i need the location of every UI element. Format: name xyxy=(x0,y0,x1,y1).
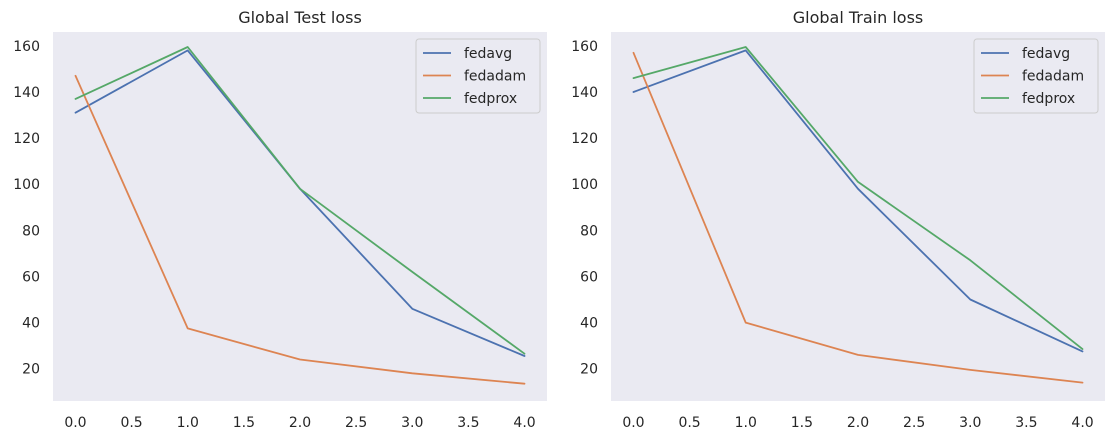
x-tick-label: 3.5 xyxy=(457,415,479,431)
y-tick-label: 160 xyxy=(571,39,598,55)
x-tick-label: 4.0 xyxy=(1071,415,1093,431)
x-tick-label: 2.0 xyxy=(847,415,869,431)
y-tick-label: 40 xyxy=(22,316,40,332)
series-line-fedadam xyxy=(632,51,1084,384)
chart-title: Global Test loss xyxy=(238,8,362,27)
series-line-fedadam xyxy=(74,74,526,385)
series-line-fedavg xyxy=(632,49,1084,353)
x-tick-label: 4.0 xyxy=(513,415,535,431)
y-tick-label: 160 xyxy=(13,39,40,55)
x-tick-label: 1.0 xyxy=(735,415,757,431)
chart-panel-1: Global Train loss 0.0 0.5 1.0 1.5 2.0 2.5 3.0 3.… xyxy=(571,8,1105,431)
x-tick-label: 2.5 xyxy=(903,415,925,431)
y-tick-label: 20 xyxy=(580,362,598,378)
legend-label-fedprox: fedprox xyxy=(464,91,517,107)
x-tick-label: 2.5 xyxy=(345,415,367,431)
y-tick-label: 120 xyxy=(13,131,40,147)
x-tick-label: 0.0 xyxy=(64,415,86,431)
x-tick-label: 1.0 xyxy=(177,415,199,431)
y-tick-label: 120 xyxy=(571,131,598,147)
y-tick-label: 80 xyxy=(22,223,40,239)
x-tick-label: 1.5 xyxy=(233,415,255,431)
x-tick-label: 3.0 xyxy=(401,415,423,431)
legend-label-fedprox: fedprox xyxy=(1022,91,1075,107)
legend-box xyxy=(415,38,541,114)
legend: fedavg fedadam fedprox xyxy=(973,38,1099,114)
x-tick-label: 3.5 xyxy=(1015,415,1037,431)
y-tick-label: 60 xyxy=(22,269,40,285)
legend: fedavg fedadam fedprox xyxy=(415,38,541,114)
y-tick-label: 40 xyxy=(580,316,598,332)
y-tick-label: 100 xyxy=(571,177,598,193)
legend-box xyxy=(973,38,1099,114)
x-tick-label: 0.0 xyxy=(622,415,644,431)
y-tick-label: 80 xyxy=(580,223,598,239)
y-tick-label: 100 xyxy=(13,177,40,193)
legend-label-fedavg: fedavg xyxy=(464,46,512,62)
series-line-fedprox xyxy=(632,46,1084,351)
legend-label-fedadam: fedadam xyxy=(1022,69,1084,85)
x-tick-label: 0.5 xyxy=(678,415,700,431)
x-tick-label: 1.5 xyxy=(791,415,813,431)
series-line-fedprox xyxy=(74,46,526,355)
chart-title: Global Train loss xyxy=(793,8,924,27)
legend-label-fedadam: fedadam xyxy=(464,69,526,85)
x-tick-label: 0.5 xyxy=(120,415,142,431)
y-tick-label: 140 xyxy=(13,85,40,101)
y-tick-label: 140 xyxy=(571,85,598,101)
y-tick-label: 60 xyxy=(580,269,598,285)
chart-panel-0: Global Test loss 0.0 0.5 1.0 1.5 2.0 2.5 3.0 3.5… xyxy=(13,8,547,431)
x-tick-label: 3.0 xyxy=(959,415,981,431)
x-tick-label: 2.0 xyxy=(289,415,311,431)
y-tick-label: 20 xyxy=(22,362,40,378)
legend-label-fedavg: fedavg xyxy=(1022,46,1070,62)
